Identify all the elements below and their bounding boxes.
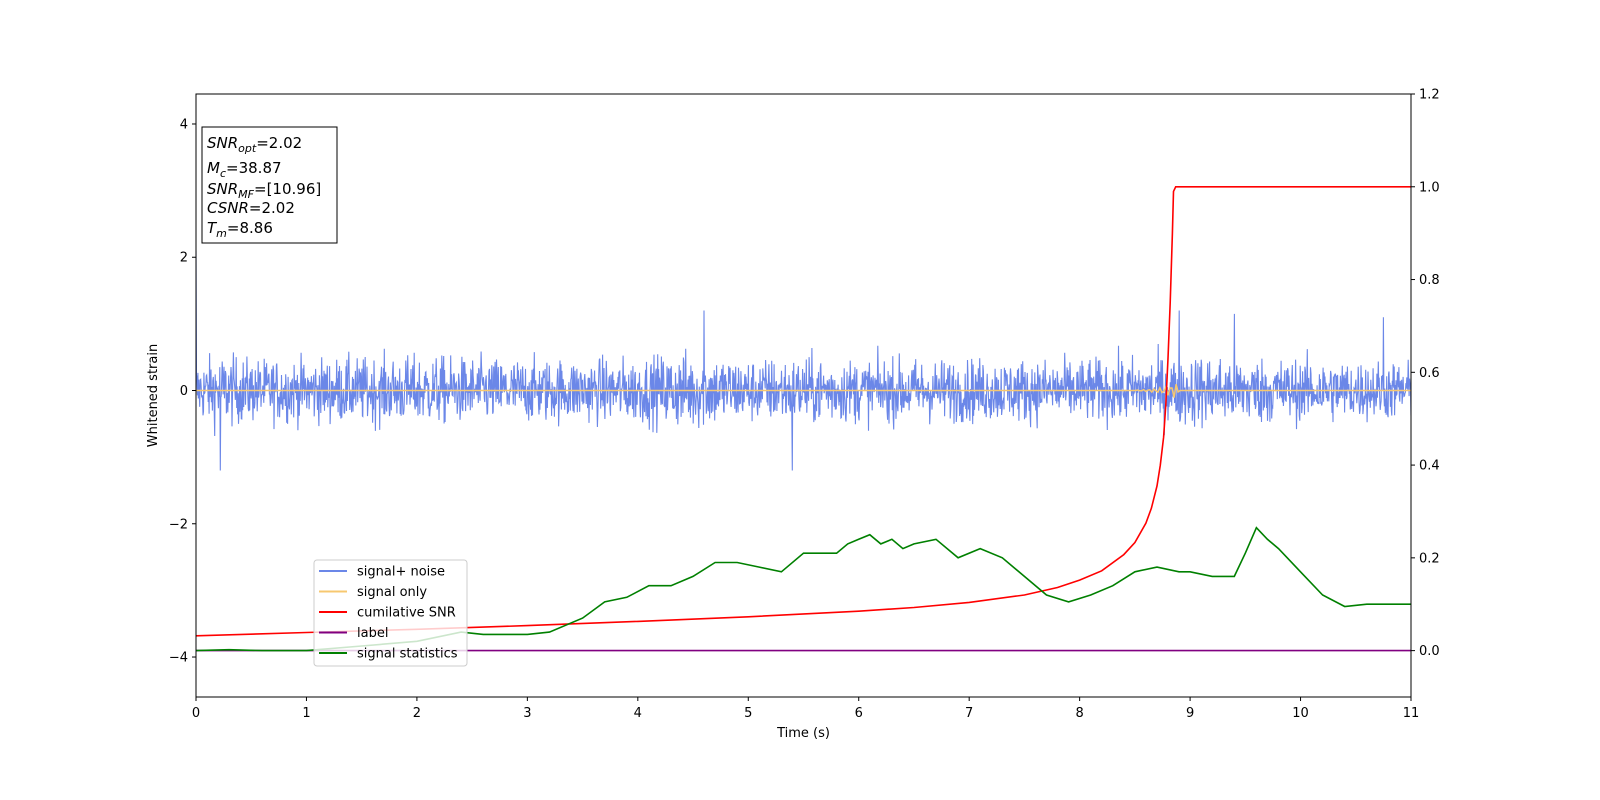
legend-label: cumilative SNR	[357, 606, 456, 621]
legend-label: signal statistics	[357, 647, 458, 662]
annotation-frame	[201, 126, 338, 244]
axis-ticks: 0 1 2 3 4 5 6 7 8 9 10 11 −4 −2 0 2 4 0.0 0.2 0.4 0.6 0.8 1.0 1…	[169, 88, 1440, 722]
x-axis-label: Time (s)	[776, 726, 830, 741]
y-left-tick-label: 0	[180, 384, 188, 399]
y-left-tick-label: −4	[169, 651, 188, 666]
y-right-tick-label: 0.8	[1419, 273, 1440, 288]
x-tick-label: 5	[744, 706, 752, 721]
legend-label: label	[357, 626, 388, 641]
x-tick-label: 3	[523, 706, 531, 721]
series-line-signal-statistics	[196, 526, 1411, 652]
x-tick-label: 4	[634, 706, 642, 721]
x-tick-label: 7	[965, 706, 973, 721]
annotation-line: Tm=8.86	[207, 219, 273, 240]
annotation-line: SNRopt=2.02	[207, 134, 302, 155]
x-tick-label: 1	[302, 706, 310, 721]
series-line-signal-noise	[196, 250, 1411, 471]
y-right-tick-label: 0.4	[1419, 459, 1440, 474]
y-right-tick-label: 1.0	[1419, 180, 1440, 195]
x-tick-label: 10	[1292, 706, 1309, 721]
y-left-tick-label: 2	[180, 251, 188, 266]
x-tick-label: 11	[1403, 706, 1420, 721]
y-right-tick-label: 0.6	[1419, 366, 1440, 381]
y-left-tick-label: 4	[180, 117, 188, 132]
annotation-line: Mc=38.87	[207, 159, 282, 180]
legend-label: signal+ noise	[357, 565, 445, 580]
series-line-cumilative-snr	[196, 186, 1411, 637]
legend-label: signal only	[357, 585, 427, 600]
y-right-tick-label: 1.2	[1419, 88, 1440, 103]
y-right-tick-label: 0.2	[1419, 551, 1440, 566]
y-right-tick-label: 0.0	[1419, 644, 1440, 659]
annotation-box: SNRopt=2.02 Mc=38.87SNRMF=[10.96]CSNR=2.0…	[201, 126, 338, 244]
plot-frame	[195, 93, 1412, 698]
legend-frame	[313, 559, 468, 667]
x-tick-label: 0	[192, 706, 200, 721]
legend: signal+ noise signal only cumilative SNR la…	[313, 559, 468, 667]
y-axis-label: Whitened strain	[146, 344, 161, 447]
x-tick-label: 6	[855, 706, 863, 721]
annotation-line: SNRMF=[10.96]	[207, 180, 321, 201]
x-tick-label: 9	[1186, 706, 1194, 721]
x-tick-label: 8	[1075, 706, 1083, 721]
annotation-line: CSNR=2.02	[207, 199, 295, 217]
x-tick-label: 2	[413, 706, 421, 721]
series-line-signal-only	[196, 384, 1411, 398]
y-left-tick-label: −2	[169, 517, 188, 532]
